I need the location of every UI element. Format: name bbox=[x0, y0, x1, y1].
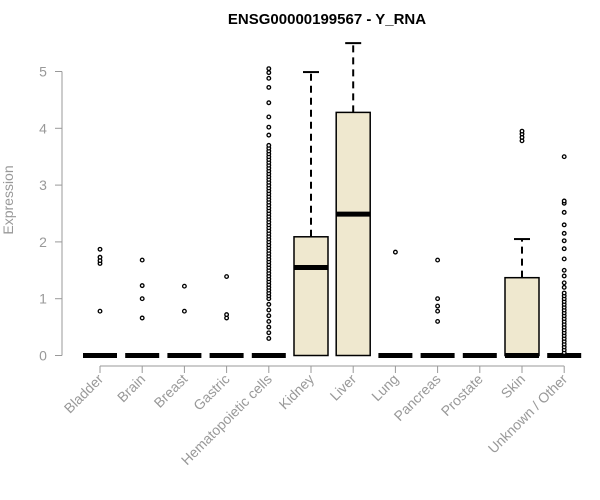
outlier-point bbox=[561, 198, 567, 204]
outlier-point bbox=[561, 222, 567, 228]
outlier-point bbox=[561, 267, 567, 273]
outlier-point bbox=[266, 84, 272, 90]
outlier-point bbox=[224, 274, 230, 279]
y-tick-label: 1 bbox=[39, 291, 47, 307]
y-tick-label: 4 bbox=[39, 120, 47, 136]
outlier-point bbox=[97, 246, 103, 252]
outlier-point bbox=[97, 254, 103, 260]
box-liver bbox=[335, 42, 371, 357]
y-axis-label: Expression bbox=[0, 165, 16, 234]
box-gastric bbox=[209, 274, 244, 358]
outlier-point bbox=[266, 114, 272, 120]
outlier-point bbox=[181, 283, 187, 289]
outlier-point bbox=[266, 132, 272, 138]
outlier-point bbox=[266, 100, 272, 106]
x-tick-label: Liver bbox=[327, 371, 360, 404]
outlier-point bbox=[266, 75, 272, 81]
outlier-point bbox=[266, 318, 272, 324]
y-tick-label: 0 bbox=[39, 348, 47, 364]
box-hematopoietic-cells bbox=[251, 66, 286, 358]
x-tick-label: Skin bbox=[498, 371, 529, 402]
box-body bbox=[504, 276, 540, 357]
outlier-point bbox=[435, 318, 441, 324]
outlier-point bbox=[561, 238, 567, 244]
x-tick-label: Kidney bbox=[276, 371, 318, 413]
box-kidney bbox=[293, 71, 329, 357]
outlier-point bbox=[435, 296, 441, 302]
outlier-point bbox=[561, 290, 567, 296]
box-body bbox=[293, 236, 329, 357]
outlier-point bbox=[266, 330, 272, 336]
box-lung bbox=[378, 249, 413, 358]
outlier-point bbox=[561, 273, 567, 279]
outlier-point bbox=[561, 209, 567, 215]
outlier-point bbox=[519, 128, 525, 134]
x-tick-label: Lung bbox=[368, 371, 401, 404]
outlier-point bbox=[181, 308, 187, 314]
plot-area bbox=[83, 42, 582, 358]
outlier-point bbox=[266, 324, 272, 330]
x-tick-label: Prostate bbox=[438, 371, 486, 419]
outlier-point bbox=[266, 142, 272, 148]
y-tick-label: 2 bbox=[39, 234, 47, 250]
outlier-point bbox=[266, 336, 272, 341]
box-unknown-other bbox=[547, 154, 582, 358]
outlier-point bbox=[139, 296, 145, 302]
outlier-point bbox=[266, 70, 272, 76]
outlier-point bbox=[266, 313, 272, 319]
outlier-point bbox=[435, 257, 441, 263]
x-tick-label: Breast bbox=[151, 371, 191, 411]
y-axis: 0 1 2 3 4 5 bbox=[39, 64, 63, 364]
outlier-point bbox=[561, 284, 567, 290]
box-skin bbox=[504, 128, 540, 358]
x-tick-label: Unknown / Other bbox=[485, 371, 571, 457]
outlier-point bbox=[139, 283, 145, 289]
outlier-point bbox=[266, 66, 272, 72]
x-tick-label: Bladder bbox=[61, 371, 107, 417]
outlier-point bbox=[392, 249, 398, 255]
outlier-point bbox=[435, 303, 441, 309]
outlier-point bbox=[139, 315, 145, 321]
y-tick-label: 5 bbox=[39, 64, 47, 80]
outlier-point bbox=[224, 312, 230, 318]
outlier-point bbox=[266, 307, 272, 313]
outlier-point bbox=[561, 256, 567, 262]
outlier-point bbox=[435, 308, 441, 314]
box-pancreas bbox=[420, 257, 455, 358]
outlier-point bbox=[97, 308, 103, 314]
outlier-point bbox=[266, 301, 272, 307]
chart-title: ENSG00000199567 - Y_RNA bbox=[228, 11, 426, 28]
x-tick-label: Brain bbox=[114, 371, 148, 405]
box-bladder bbox=[83, 246, 117, 358]
y-tick-label: 3 bbox=[39, 177, 47, 193]
x-tick-label: Pancreas bbox=[391, 371, 444, 424]
outlier-point bbox=[561, 280, 567, 286]
outlier-point bbox=[561, 230, 567, 236]
box-brain bbox=[125, 257, 160, 358]
outlier-point bbox=[266, 124, 272, 130]
outlier-point bbox=[139, 257, 145, 263]
outlier-point bbox=[561, 154, 567, 160]
outlier-point bbox=[561, 246, 567, 252]
box-body bbox=[335, 111, 371, 357]
box-breast bbox=[167, 283, 202, 358]
